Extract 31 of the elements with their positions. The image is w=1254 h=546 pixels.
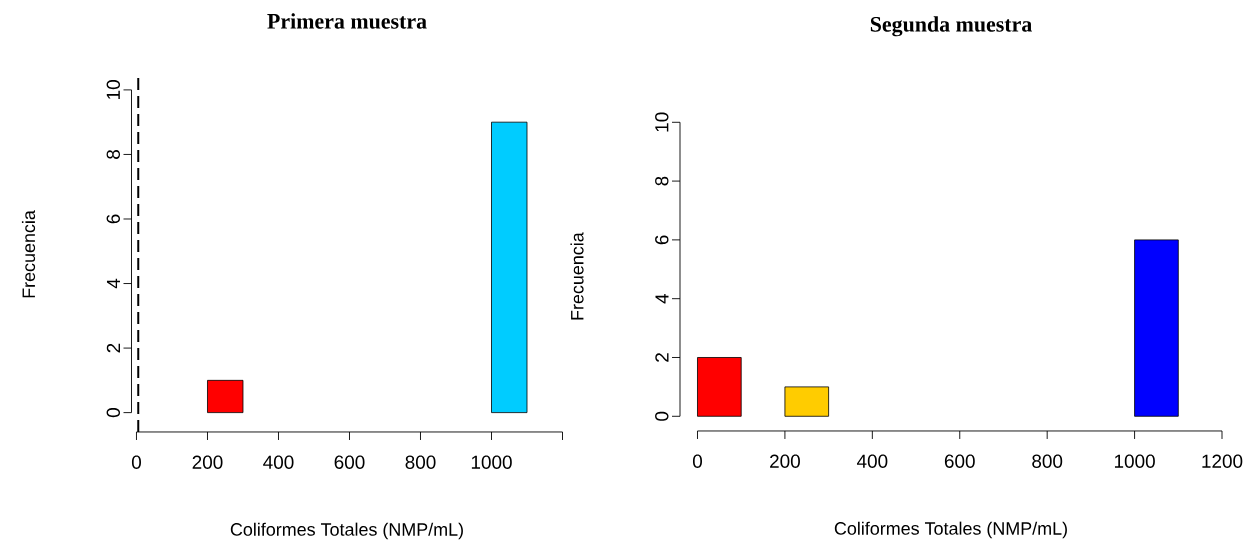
x-tick-label: 1000 — [471, 455, 512, 469]
y-axis-title: Frecuencia — [570, 232, 584, 320]
y-tick-label: 2 — [655, 353, 669, 362]
y-tick-label: 6 — [655, 235, 669, 245]
y-tick-label: 2 — [106, 343, 120, 353]
y-tick-label: 8 — [106, 150, 120, 159]
x-tick-label: 0 — [131, 455, 141, 469]
x-tick-label: 0 — [692, 454, 703, 468]
x-axis-title: Coliformes Totales (NMP/mL) — [834, 521, 1067, 539]
x-tick-label: 1000 — [1114, 454, 1155, 468]
y-tick-label: 10 — [655, 112, 669, 132]
chart-title: Segunda muestra — [870, 16, 1032, 37]
y-tick-label: 0 — [655, 411, 669, 421]
x-tick-label: 600 — [334, 455, 365, 469]
y-tick-label: 4 — [655, 293, 669, 304]
x-tick-label: 400 — [856, 454, 888, 468]
y-tick-label: 4 — [106, 278, 120, 289]
x-tick-label: 200 — [192, 455, 223, 469]
y-tick-label: 10 — [106, 80, 120, 99]
chart-title: Primera muestra — [267, 13, 427, 29]
y-tick-label: 8 — [655, 176, 669, 186]
y-axis-title: Frecuencia — [21, 210, 36, 298]
x-tick-label: 600 — [944, 454, 975, 468]
y-tick-label: 6 — [106, 214, 120, 224]
x-tick-label: 400 — [263, 455, 294, 469]
x-axis-title: Coliformes Totales (NMP/mL) — [230, 522, 463, 540]
x-tick-label: 800 — [405, 455, 436, 469]
x-tick-label: 800 — [1032, 454, 1063, 468]
y-tick-label: 0 — [106, 408, 120, 418]
x-tick-label: 1200 — [1202, 454, 1243, 468]
x-tick-label: 200 — [770, 454, 800, 468]
